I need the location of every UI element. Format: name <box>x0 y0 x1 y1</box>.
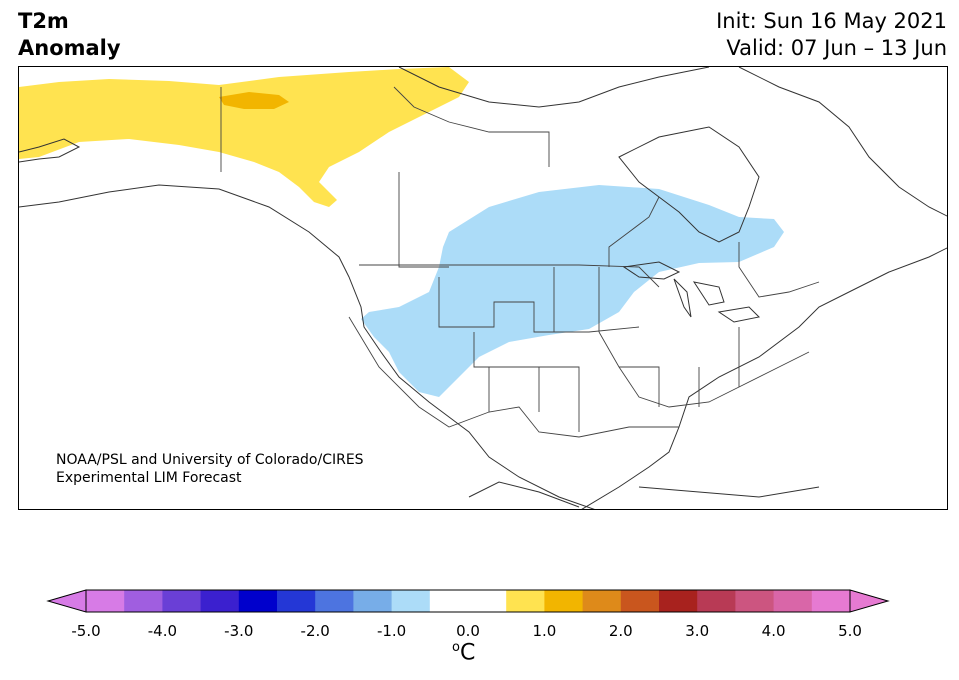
colorbar-segment <box>811 590 851 612</box>
units-label: C <box>459 640 476 666</box>
credit-line-2: Experimental LIM Forecast <box>56 470 242 486</box>
map-title-right: Init: Sun 16 May 2021 Valid: 07 Jun – 13… <box>716 8 947 62</box>
colorbar-tick-label: 2.0 <box>608 622 633 640</box>
init-date: Init: Sun 16 May 2021 <box>716 9 947 33</box>
colorbar-segment <box>391 590 431 612</box>
anomaly-subtitle: Anomaly <box>18 36 121 60</box>
colorbar-segment <box>773 590 813 612</box>
colorbar-tick-label: -2.0 <box>300 622 330 640</box>
colorbar-segment <box>544 590 584 612</box>
colorbar-right-arrow <box>849 589 890 613</box>
colorbar-segment <box>124 590 163 612</box>
colorbar-segment <box>506 590 545 612</box>
colorbar-units: oC <box>452 640 475 665</box>
colorbar <box>46 589 890 613</box>
colorbar-segment <box>697 590 736 612</box>
colorbar-tick-label: 4.0 <box>761 622 786 640</box>
colorbar-tick-label: -1.0 <box>376 622 407 640</box>
colorbar-segment <box>238 590 278 612</box>
colorbar-segment <box>353 590 393 612</box>
colorbar-tick-label: 1.0 <box>532 622 557 640</box>
colorbar-segment <box>659 590 698 612</box>
political-borders <box>220 86 820 438</box>
colorbar-tick-label: 0.0 <box>456 622 480 640</box>
great-lakes <box>622 261 761 323</box>
colorbar-segment <box>620 590 660 612</box>
colorbar-tick-label: 5.0 <box>838 622 862 640</box>
colorbar-segment <box>582 590 622 612</box>
colorbar-segment <box>468 590 507 612</box>
cool-anomaly-region <box>361 185 784 397</box>
colorbar-tick-label: -5.0 <box>71 622 101 640</box>
colorbar-segment <box>86 590 125 612</box>
colorbar-segment <box>429 590 469 612</box>
colorbar-left-arrow <box>46 589 87 613</box>
warm-anomaly-region <box>19 67 469 207</box>
forecast-map: NOAA/PSL and University of Colorado/CIRE… <box>18 66 948 510</box>
credit-line-1: NOAA/PSL and University of Colorado/CIRE… <box>56 452 364 468</box>
colorbar-tick-label: -3.0 <box>224 622 254 640</box>
map-canvas <box>19 67 947 509</box>
colorbar-segment <box>315 590 354 612</box>
colorbar-outline <box>85 589 851 613</box>
colorbar-tick-label: -4.0 <box>147 622 178 640</box>
colorbar-segment <box>735 590 775 612</box>
colorbar-segment <box>162 590 202 612</box>
colorbar-segments <box>86 590 851 612</box>
warm-anomaly-core <box>219 92 289 109</box>
colorbar-tick-label: 3.0 <box>685 622 710 640</box>
map-title-left: T2m Anomaly <box>18 8 121 62</box>
colorbar-segment <box>200 590 240 612</box>
colorbar-segment <box>277 590 316 612</box>
variable-title: T2m <box>18 9 69 33</box>
units-degree: o <box>452 640 460 655</box>
credit-text: NOAA/PSL and University of Colorado/CIRE… <box>56 451 364 487</box>
valid-range: Valid: 07 Jun – 13 Jun <box>726 36 947 60</box>
